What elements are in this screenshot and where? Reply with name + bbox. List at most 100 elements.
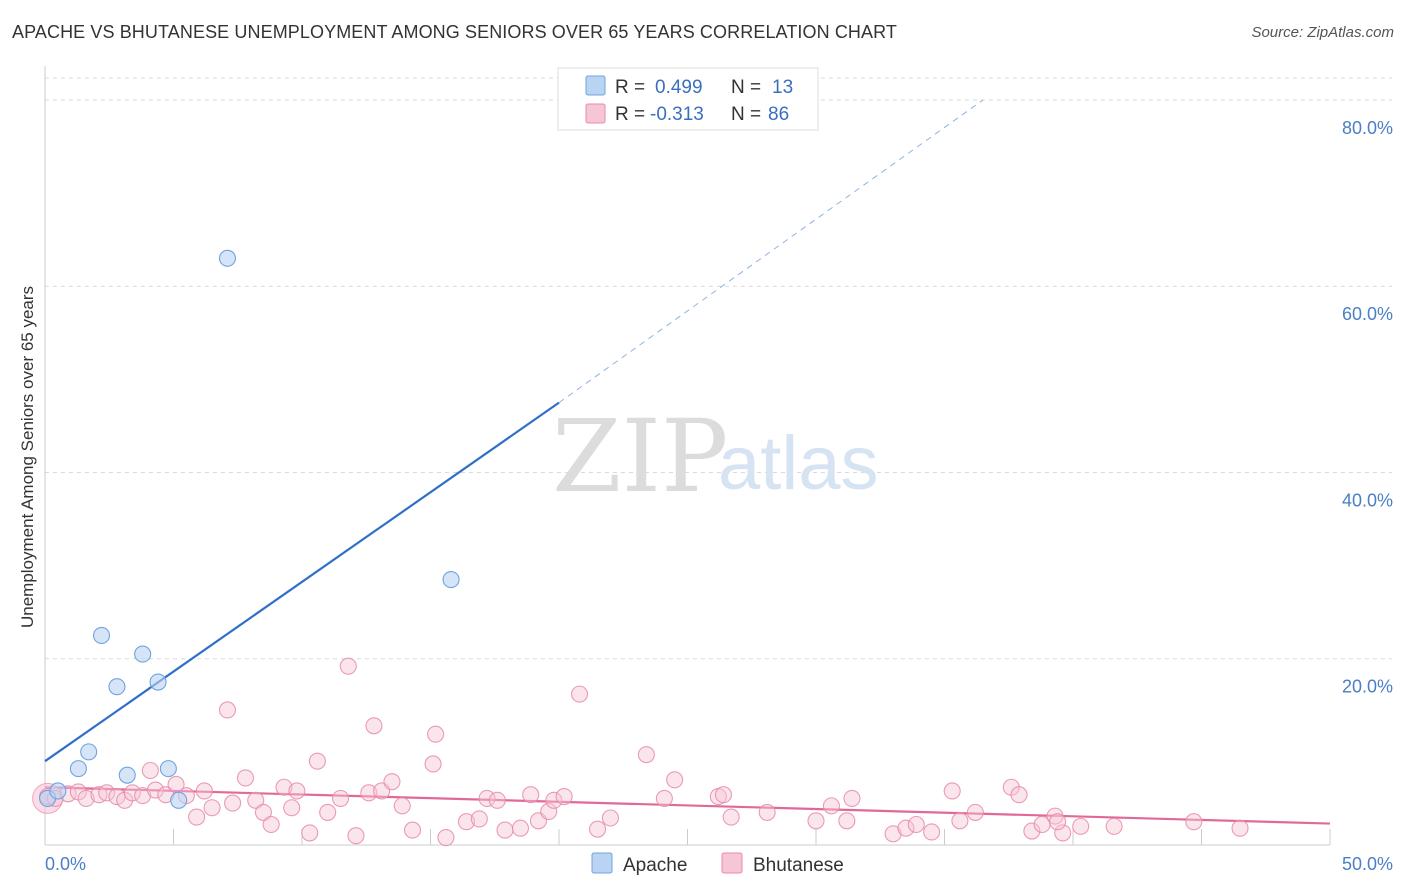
- point-bhutanese-16: [188, 808, 206, 826]
- point-bhutanese-58: [655, 789, 673, 807]
- x-tick-label-min: 0.0%: [45, 854, 86, 874]
- point-bhutanese-28: [301, 824, 319, 842]
- point-apache-7: [134, 645, 152, 663]
- point-bhutanese-69: [897, 819, 915, 837]
- legend-r-label-apache: R =: [615, 77, 645, 98]
- axes: [44, 66, 1331, 846]
- point-bhutanese-45: [478, 789, 496, 807]
- point-apache-5: [108, 678, 126, 696]
- point-bhutanese-12: [146, 781, 165, 799]
- point-bhutanese-85: [1231, 819, 1249, 837]
- x-tick-labels: 0.0% 50.0%: [45, 854, 1393, 874]
- point-bhutanese-47: [496, 821, 514, 839]
- bottom-legend-label-bhutanese: Bhutanese: [753, 855, 844, 876]
- point-bhutanese-56: [601, 809, 619, 827]
- point-bhutanese-44: [470, 810, 488, 828]
- point-bhutanese-42: [437, 828, 455, 847]
- legend-r-label-bhutanese: R =: [615, 104, 645, 125]
- legend-n-value-apache: 13: [772, 77, 793, 98]
- point-bhutanese-35: [365, 717, 383, 735]
- point-bhutanese-43: [457, 813, 476, 831]
- point-bhutanese-41: [427, 725, 445, 743]
- point-bhutanese-76: [1010, 786, 1028, 804]
- point-bhutanese-29: [308, 752, 326, 770]
- point-bhutanese-66: [838, 812, 856, 830]
- point-bhutanese-20: [218, 701, 237, 719]
- point-bhutanese-55: [588, 820, 607, 838]
- y-tick-label-80: 80.0%: [1342, 118, 1393, 138]
- point-bhutanese-26: [283, 799, 301, 817]
- point-bhutanese-49: [522, 786, 540, 804]
- bottom-legend-swatch-apache: [591, 852, 613, 874]
- point-bhutanese-24: [262, 815, 280, 834]
- point-bhutanese-30: [319, 803, 337, 821]
- point-bhutanese-17: [195, 782, 213, 800]
- point-bhutanese-18: [203, 799, 221, 817]
- point-apache-6: [118, 766, 136, 784]
- point-bhutanese-6: [98, 784, 116, 802]
- point-bhutanese-34: [360, 784, 378, 802]
- y-axis-label: Unemployment Among Seniors over 65 years: [18, 286, 37, 628]
- point-bhutanese-33: [347, 827, 365, 845]
- point-apache-12: [442, 571, 460, 589]
- point-bhutanese-9: [123, 784, 141, 802]
- point-bhutanese-63: [758, 803, 776, 821]
- legend-swatch-bhutanese: [585, 103, 606, 124]
- y-tick-label-20: 20.0%: [1342, 677, 1393, 697]
- point-bhutanese-73: [951, 812, 969, 830]
- legend-swatch-apache: [585, 75, 606, 96]
- point-bhutanese-67: [843, 789, 861, 807]
- point-apache-2: [69, 760, 87, 778]
- point-apache-3: [80, 743, 98, 761]
- legend-r-value-bhutanese: -0.313: [650, 104, 704, 125]
- point-bhutanese-84: [1185, 813, 1203, 831]
- legend-n-value-bhutanese: 86: [768, 104, 789, 125]
- point-bhutanese-37: [383, 773, 401, 791]
- point-bhutanese-81: [1049, 813, 1067, 831]
- point-bhutanese-80: [1054, 824, 1072, 842]
- point-bhutanese-53: [555, 788, 573, 806]
- legend-n-label-bhutanese: N =: [731, 104, 761, 125]
- point-bhutanese-83: [1105, 817, 1123, 835]
- point-bhutanese-62: [722, 808, 740, 826]
- point-bhutanese-22: [247, 791, 265, 809]
- point-bhutanese-52: [545, 791, 563, 809]
- watermark-atlas: atlas: [718, 421, 879, 506]
- point-bhutanese-38: [393, 797, 411, 815]
- point-apache-1: [49, 782, 67, 800]
- legend-n-label-apache: N =: [731, 77, 761, 98]
- point-bhutanese-64: [807, 812, 825, 830]
- point-bhutanese-65: [822, 797, 840, 815]
- point-bhutanese-25: [275, 778, 293, 796]
- point-bhutanese-48: [511, 819, 530, 837]
- point-bhutanese-72: [943, 782, 961, 800]
- point-bhutanese-21: [236, 769, 255, 787]
- point-bhutanese-57: [637, 746, 655, 764]
- data-points: [32, 249, 1249, 847]
- legend-r-value-apache: 0.499: [655, 77, 703, 98]
- source-label: Source: ZipAtlas.com: [1251, 24, 1394, 41]
- grid-lines: [45, 77, 1392, 660]
- point-bhutanese-23: [254, 803, 273, 821]
- point-apache-9: [159, 760, 177, 778]
- series-legend: Apache Bhutanese: [591, 852, 844, 876]
- x-tick-label-max: 50.0%: [1342, 854, 1393, 874]
- point-bhutanese-46: [488, 791, 506, 809]
- point-apache-4: [92, 626, 111, 645]
- point-bhutanese-19: [224, 794, 242, 812]
- y-tick-label-40: 40.0%: [1342, 490, 1393, 510]
- point-apache-8: [149, 673, 167, 691]
- bottom-legend-swatch-bhutanese: [721, 852, 743, 874]
- point-bhutanese-39: [403, 821, 422, 839]
- point-bhutanese-70: [907, 815, 925, 834]
- bottom-legend-label-apache: Apache: [623, 855, 687, 876]
- stats-legend: R = 0.499 N = 13 R = -0.313 N = 86: [557, 67, 819, 131]
- point-bhutanese-4: [77, 789, 95, 807]
- point-bhutanese-31: [331, 789, 350, 807]
- point-apache-11: [218, 249, 237, 267]
- point-bhutanese-32: [339, 657, 357, 675]
- point-bhutanese-74: [966, 803, 984, 821]
- point-bhutanese-71: [923, 823, 941, 841]
- point-bhutanese-27: [288, 782, 306, 800]
- point-bhutanese-11: [141, 761, 159, 780]
